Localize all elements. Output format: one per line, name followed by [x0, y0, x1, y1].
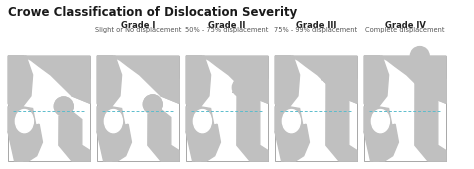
Polygon shape — [321, 80, 357, 161]
Polygon shape — [428, 79, 446, 103]
Polygon shape — [8, 56, 90, 103]
Text: 75% - 99% displacement: 75% - 99% displacement — [274, 27, 357, 33]
Polygon shape — [186, 106, 215, 161]
Polygon shape — [339, 79, 357, 103]
Circle shape — [232, 78, 251, 97]
Polygon shape — [275, 56, 357, 103]
Polygon shape — [364, 56, 446, 103]
Polygon shape — [275, 56, 300, 111]
Polygon shape — [186, 56, 268, 103]
Polygon shape — [364, 124, 399, 161]
Polygon shape — [232, 92, 268, 161]
Bar — [186, 56, 268, 161]
Text: Grade IV: Grade IV — [384, 21, 426, 30]
Polygon shape — [364, 56, 389, 111]
Text: Crowe Classification of Dislocation Severity: Crowe Classification of Dislocation Seve… — [8, 6, 297, 19]
Ellipse shape — [283, 110, 301, 133]
Polygon shape — [186, 56, 210, 111]
Circle shape — [143, 95, 162, 114]
Text: 50% - 75% displacement: 50% - 75% displacement — [185, 27, 269, 33]
Bar — [275, 56, 357, 161]
Polygon shape — [143, 109, 179, 161]
Circle shape — [143, 95, 162, 114]
Polygon shape — [275, 124, 310, 161]
Polygon shape — [410, 61, 446, 161]
Polygon shape — [250, 79, 268, 103]
Polygon shape — [161, 79, 179, 103]
Circle shape — [55, 97, 73, 116]
Text: Grade II: Grade II — [208, 21, 246, 30]
Polygon shape — [97, 56, 122, 111]
Polygon shape — [8, 106, 36, 161]
Text: Grade I: Grade I — [121, 21, 155, 30]
Text: Slight or No displacement: Slight or No displacement — [95, 27, 181, 33]
Polygon shape — [186, 124, 220, 161]
Polygon shape — [97, 124, 131, 161]
Ellipse shape — [193, 110, 211, 133]
Bar — [364, 56, 446, 161]
Circle shape — [321, 65, 340, 84]
Ellipse shape — [104, 110, 122, 133]
Polygon shape — [8, 56, 33, 111]
Polygon shape — [72, 79, 90, 103]
Polygon shape — [8, 124, 43, 161]
Text: Grade III: Grade III — [296, 21, 336, 30]
Polygon shape — [275, 106, 304, 161]
Ellipse shape — [372, 110, 390, 133]
Circle shape — [410, 47, 429, 65]
Bar — [8, 56, 90, 161]
Polygon shape — [55, 111, 90, 161]
Ellipse shape — [15, 110, 34, 133]
Ellipse shape — [139, 94, 160, 113]
Bar — [97, 56, 179, 161]
Polygon shape — [97, 56, 179, 103]
Text: Complete displacement: Complete displacement — [365, 27, 445, 33]
Polygon shape — [364, 106, 392, 161]
Circle shape — [55, 97, 73, 116]
Polygon shape — [97, 106, 126, 161]
Ellipse shape — [51, 96, 71, 115]
